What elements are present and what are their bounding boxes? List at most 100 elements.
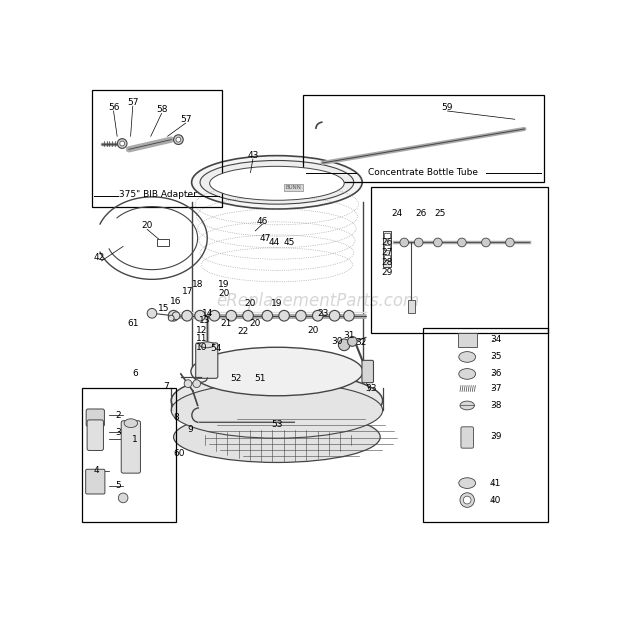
Circle shape [168,315,174,321]
Text: 15: 15 [158,304,170,313]
Text: 22: 22 [237,327,249,336]
Text: 19: 19 [218,280,230,289]
Circle shape [262,311,273,321]
Circle shape [195,311,205,321]
Bar [384,233,391,238]
Bar [82,389,176,522]
Circle shape [312,311,323,321]
Circle shape [226,311,237,321]
Circle shape [147,309,157,318]
Circle shape [506,238,514,247]
Text: 17: 17 [182,287,194,296]
Circle shape [296,311,306,321]
Circle shape [329,311,340,321]
Text: 24: 24 [391,209,402,219]
Circle shape [460,493,474,507]
Bar [383,231,391,267]
Text: 29: 29 [382,268,393,277]
Text: 34: 34 [490,336,501,345]
Text: 14: 14 [202,309,213,318]
FancyBboxPatch shape [196,343,218,378]
Circle shape [482,238,490,247]
Text: 33: 33 [365,384,376,393]
Text: 45: 45 [283,239,294,248]
Text: .375" BIB Adapter: .375" BIB Adapter [117,190,197,199]
Circle shape [117,139,127,149]
Ellipse shape [124,419,138,428]
Circle shape [193,380,200,387]
FancyBboxPatch shape [87,420,104,450]
Text: 20: 20 [141,222,153,231]
FancyBboxPatch shape [461,427,474,448]
Bar [371,187,548,333]
Bar [92,90,222,207]
Text: 25: 25 [435,209,446,219]
Circle shape [414,238,423,247]
Circle shape [182,311,192,321]
Text: 13: 13 [199,316,211,325]
Text: 43: 43 [247,151,259,160]
Text: 30: 30 [331,337,343,346]
Text: 57: 57 [127,98,138,106]
Text: 36: 36 [490,369,502,379]
Text: 12: 12 [196,326,207,335]
FancyBboxPatch shape [86,409,104,427]
Text: 3: 3 [115,428,122,437]
Ellipse shape [171,382,383,438]
Text: 59: 59 [441,103,453,112]
Ellipse shape [210,166,344,200]
Circle shape [339,339,350,351]
Bar [384,255,391,260]
Ellipse shape [174,411,380,462]
Text: 46: 46 [257,217,268,226]
Text: 18: 18 [192,280,203,289]
Text: 31: 31 [343,331,355,340]
Text: 47: 47 [259,234,270,243]
Circle shape [184,380,192,387]
Text: 60: 60 [174,449,185,457]
Text: 40: 40 [490,496,501,505]
Text: 61: 61 [127,319,138,328]
Text: 38: 38 [490,401,502,410]
Text: 4: 4 [94,466,100,476]
Text: eReplacementParts.com: eReplacementParts.com [216,292,419,310]
Text: Concentrate Bottle Tube: Concentrate Bottle Tube [368,168,479,176]
Text: 35: 35 [490,352,502,362]
Text: 19: 19 [271,299,283,308]
Text: 11: 11 [196,334,207,343]
Bar [157,239,169,246]
Text: 10: 10 [196,343,207,352]
Ellipse shape [192,156,362,209]
Text: 44: 44 [269,239,280,248]
Ellipse shape [200,342,214,348]
Text: 53: 53 [271,420,283,430]
Text: 54: 54 [210,344,221,353]
Text: 32: 32 [355,338,366,347]
Circle shape [118,493,128,503]
FancyBboxPatch shape [362,360,373,382]
Text: 20: 20 [245,299,256,308]
FancyBboxPatch shape [86,469,105,494]
Ellipse shape [200,161,354,204]
Text: 6: 6 [132,369,138,379]
Circle shape [174,135,184,144]
Circle shape [458,238,466,247]
Circle shape [243,311,254,321]
Text: 41: 41 [490,479,501,488]
Bar [423,328,548,522]
Bar [384,245,391,249]
Text: 23: 23 [317,309,328,318]
Circle shape [172,312,180,319]
Circle shape [400,238,409,247]
Text: 51: 51 [254,374,266,383]
Bar [284,184,303,191]
Text: 20: 20 [218,289,230,299]
Text: 20: 20 [250,319,261,328]
Ellipse shape [191,347,363,396]
Text: 37: 37 [490,384,502,393]
FancyBboxPatch shape [122,421,141,473]
Text: 27: 27 [382,248,393,257]
Text: 7: 7 [164,382,169,391]
Text: 39: 39 [490,433,502,442]
Bar [303,95,544,182]
